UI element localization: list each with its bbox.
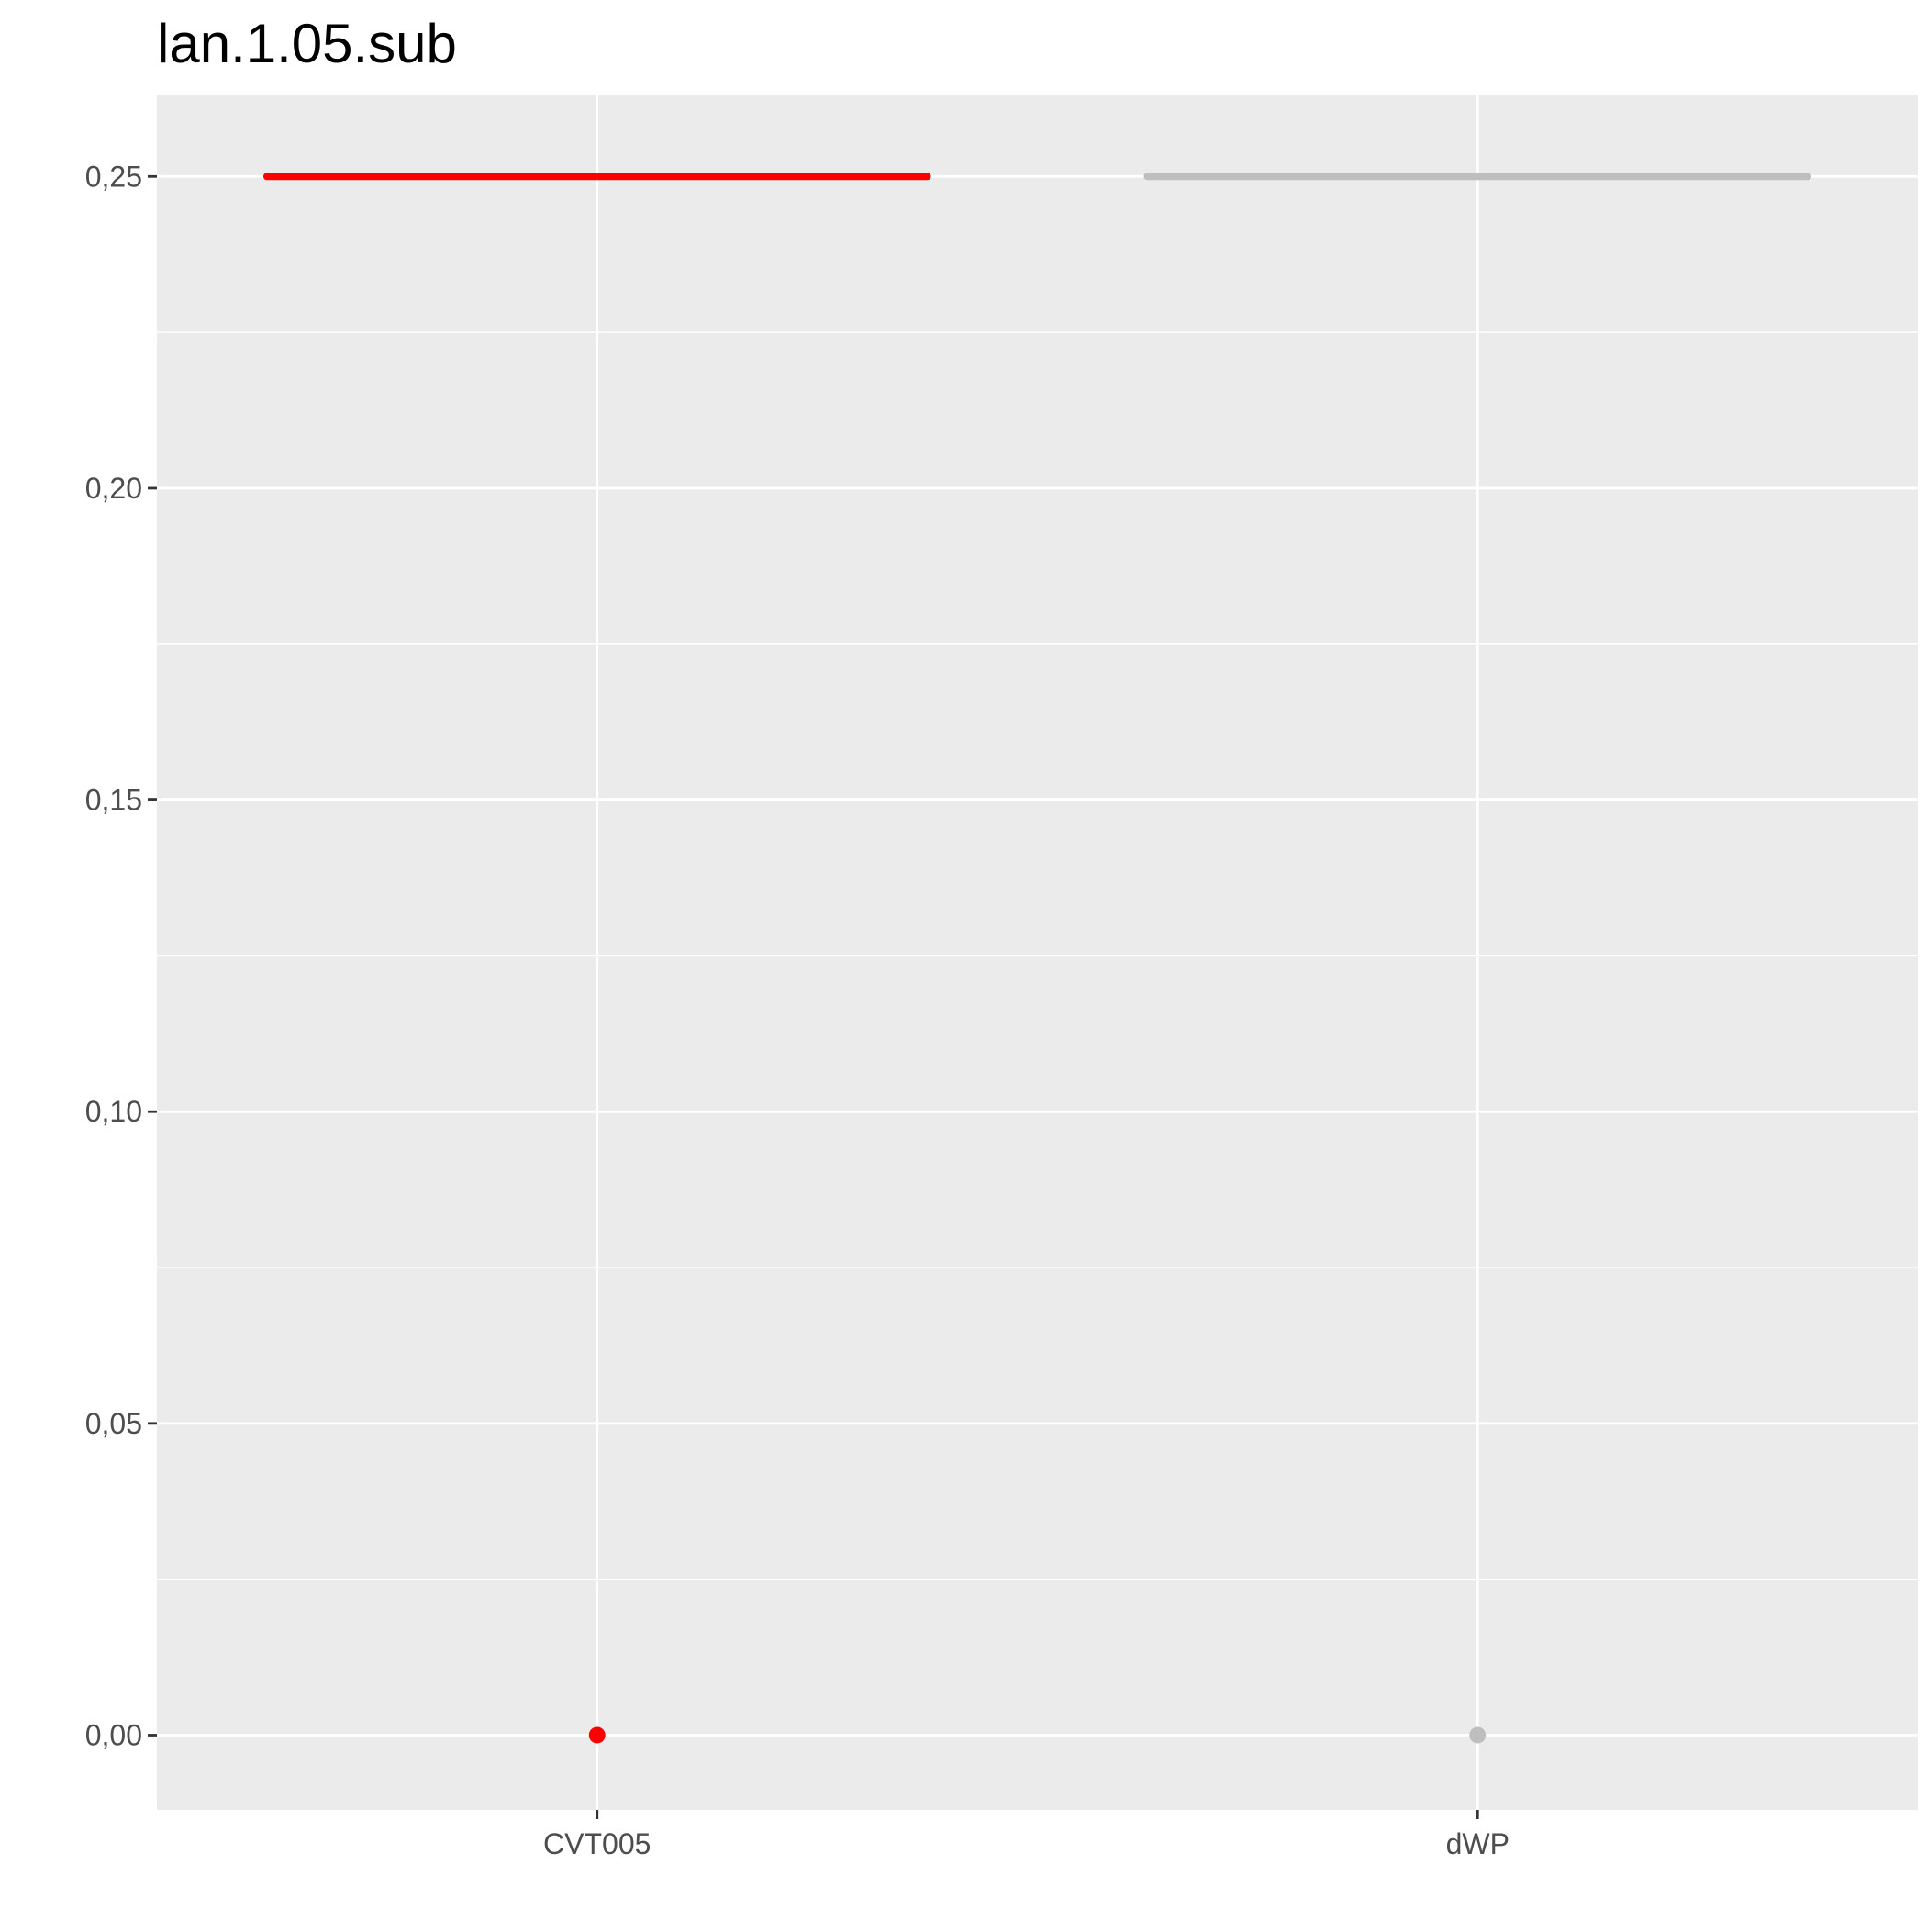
x-axis: CVT005 dWP: [543, 1810, 1509, 1860]
y-tick-label: 0,00: [85, 1718, 142, 1751]
y-tick-label: 0,05: [85, 1407, 142, 1440]
chart-title: lan.1.05.sub: [157, 13, 457, 74]
y-axis: 0,00 0,05 0,10 0,15 0,20 0,25: [85, 160, 157, 1751]
data-point: [588, 1726, 606, 1744]
x-tick-label: CVT005: [543, 1827, 651, 1860]
y-tick-label: 0,25: [85, 160, 142, 193]
panel-background: [157, 95, 1918, 1810]
plot-panel: [157, 95, 1918, 1810]
y-tick-label: 0,20: [85, 472, 142, 505]
data-layer: [262, 173, 1812, 1744]
y-tick-label: 0,10: [85, 1095, 142, 1128]
y-tick-label: 0,15: [85, 784, 142, 817]
x-tick-label: dWP: [1446, 1827, 1509, 1860]
data-point: [1469, 1726, 1487, 1744]
